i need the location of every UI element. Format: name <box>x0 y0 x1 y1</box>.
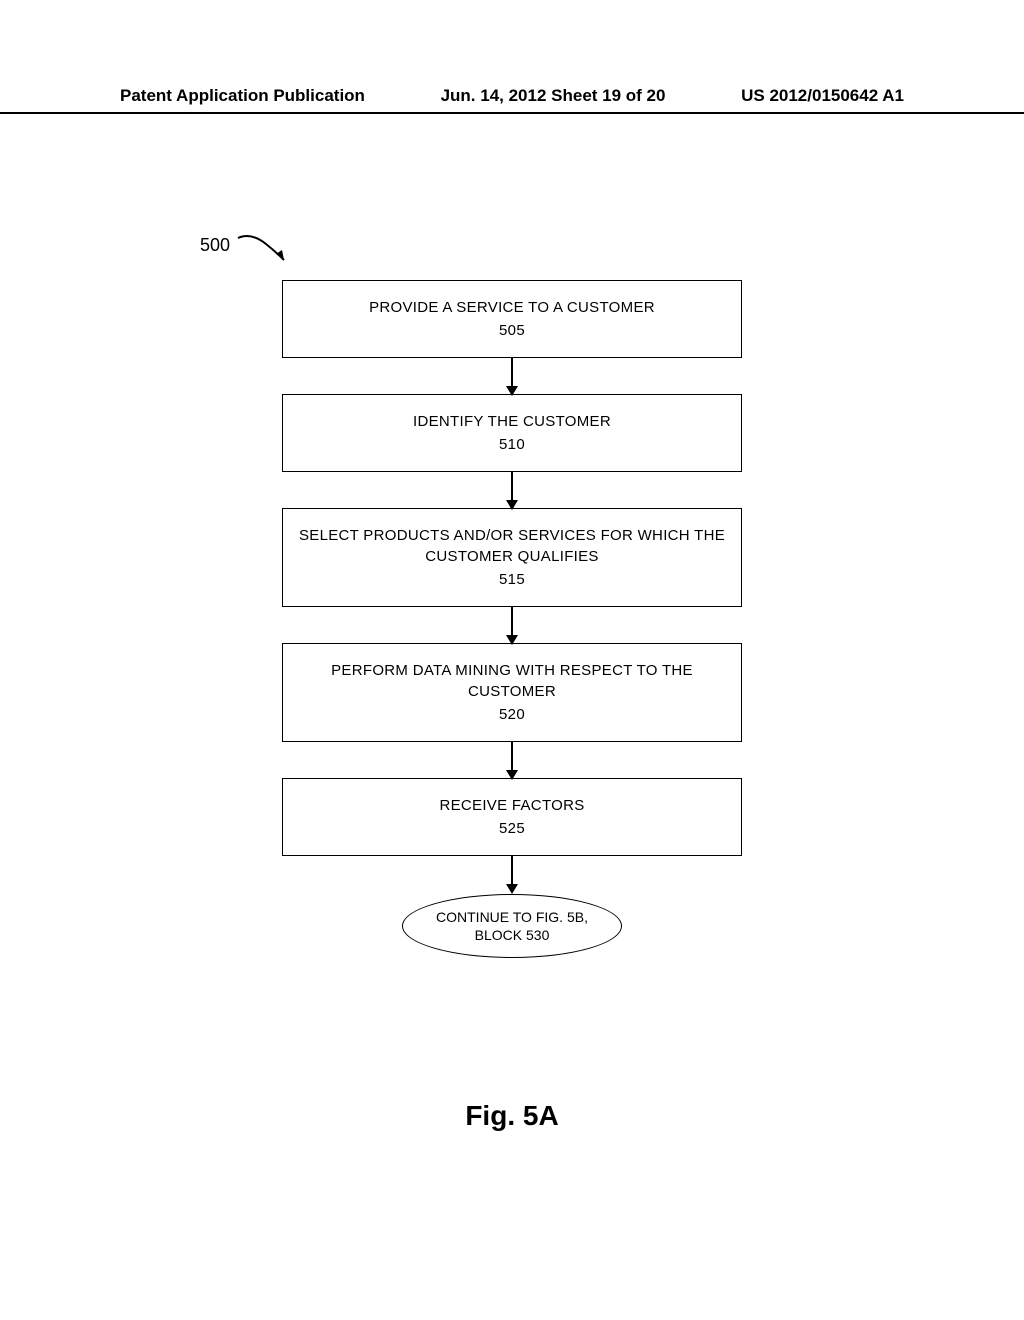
arrow-connector <box>511 358 513 394</box>
flow-box-510: IDENTIFY THE CUSTOMER 510 <box>282 394 742 472</box>
flow-box-number: 505 <box>295 320 729 341</box>
arrow-connector <box>511 472 513 508</box>
flow-box-number: 510 <box>295 434 729 455</box>
terminator-line2: BLOCK 530 <box>475 926 550 944</box>
flow-box-label: SELECT PRODUCTS AND/OR SERVICES FOR WHIC… <box>299 527 725 565</box>
flow-box-label: PERFORM DATA MINING WITH RESPECT TO THE … <box>331 662 693 700</box>
header-left: Patent Application Publication <box>120 86 365 106</box>
flow-box-515: SELECT PRODUCTS AND/OR SERVICES FOR WHIC… <box>282 508 742 607</box>
arrow-connector <box>511 742 513 778</box>
flow-box-label: PROVIDE A SERVICE TO A CUSTOMER <box>369 299 655 316</box>
flow-terminator: CONTINUE TO FIG. 5B, BLOCK 530 <box>402 894 622 958</box>
header-center: Jun. 14, 2012 Sheet 19 of 20 <box>441 86 666 106</box>
flow-column: PROVIDE A SERVICE TO A CUSTOMER 505 IDEN… <box>262 280 762 958</box>
flow-box-525: RECEIVE FACTORS 525 <box>282 778 742 856</box>
flow-box-number: 520 <box>295 704 729 725</box>
flow-box-number: 515 <box>295 569 729 590</box>
flow-box-505: PROVIDE A SERVICE TO A CUSTOMER 505 <box>282 280 742 358</box>
reference-number-text: 500 <box>200 235 230 256</box>
reference-number: 500 <box>200 230 286 260</box>
terminator-line1: CONTINUE TO FIG. 5B, <box>436 908 588 926</box>
reference-arrow-icon <box>236 230 286 260</box>
page-header: Patent Application Publication Jun. 14, … <box>0 86 1024 114</box>
flow-box-label: RECEIVE FACTORS <box>439 797 584 814</box>
flow-box-520: PERFORM DATA MINING WITH RESPECT TO THE … <box>282 643 742 742</box>
figure-label: Fig. 5A <box>0 1100 1024 1132</box>
header-right: US 2012/0150642 A1 <box>741 86 904 106</box>
arrow-connector <box>511 607 513 643</box>
flow-box-label: IDENTIFY THE CUSTOMER <box>413 413 611 430</box>
flow-box-number: 525 <box>295 818 729 839</box>
arrow-connector <box>511 856 513 892</box>
